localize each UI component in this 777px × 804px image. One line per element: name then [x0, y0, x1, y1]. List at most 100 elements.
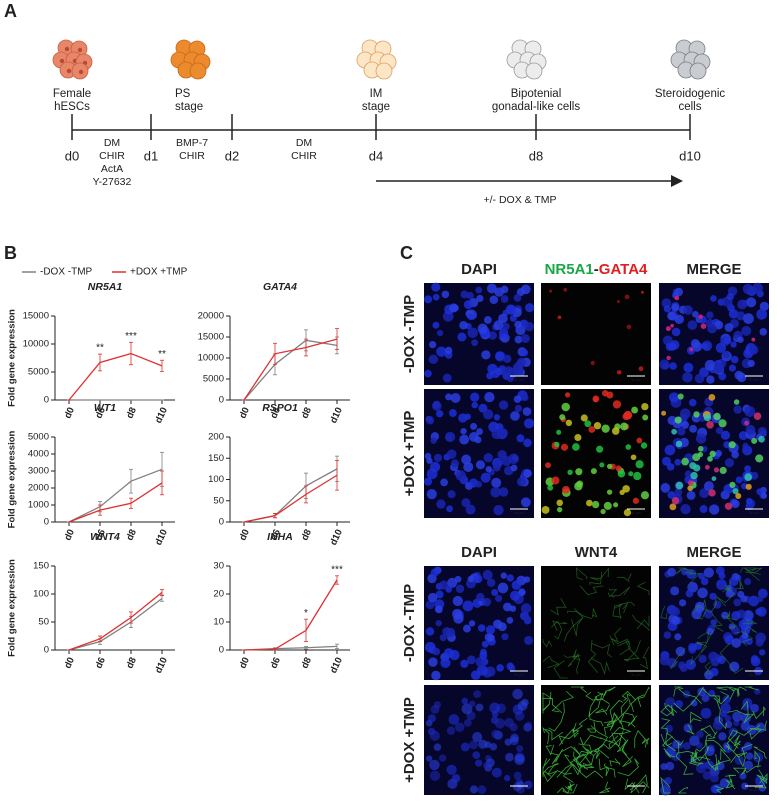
nucleus [734, 370, 744, 380]
fiber [692, 605, 701, 614]
nucleus [665, 761, 675, 771]
nucleus [506, 617, 514, 624]
nucleus [520, 497, 531, 508]
fiber [578, 737, 584, 745]
nucleus [698, 314, 703, 319]
nucleus [475, 460, 486, 470]
nucleus [712, 719, 724, 731]
nucleus [492, 463, 501, 472]
x-tick-label: d8 [124, 656, 139, 671]
y-tick-label: 0 [44, 645, 49, 656]
nucleus [463, 300, 473, 310]
nucleus [523, 438, 532, 448]
nucleus [453, 613, 464, 624]
fiber [753, 746, 768, 759]
series-line [68, 591, 163, 651]
y-tick-label: 10 [213, 617, 224, 628]
nucleus [725, 589, 734, 598]
scale-bar-label: 50 µm [631, 788, 641, 792]
y-tick-label: 15000 [23, 311, 49, 322]
nucleus [600, 508, 606, 515]
nucleus [471, 401, 478, 409]
nucleus [750, 703, 759, 713]
scale-bar-label: 50 µm [631, 378, 641, 382]
fiber [738, 743, 753, 768]
nucleus [706, 311, 714, 319]
y-axis-label: Fold gene expression [7, 309, 18, 407]
nucleus [484, 391, 495, 403]
fiber [735, 631, 754, 647]
nucleus [559, 414, 566, 421]
nucleus [701, 694, 710, 702]
nucleus [497, 582, 509, 594]
nucleus [730, 355, 739, 364]
column-header: DAPI [461, 544, 497, 561]
nucleus [667, 415, 677, 425]
nucleus [466, 655, 476, 665]
panel-label: B [4, 243, 17, 263]
fiber [660, 605, 668, 619]
fiber [704, 753, 718, 772]
x-tick-label: d10 [153, 528, 170, 547]
nucleus [473, 574, 483, 584]
nucleus [624, 294, 630, 300]
nucleus [668, 392, 680, 403]
x-tick-label: d0 [62, 656, 77, 671]
stage-label: Steroidogenic [655, 88, 726, 100]
nucleus [745, 424, 756, 435]
nucleus [500, 572, 507, 579]
nucleus [660, 763, 668, 771]
fiber [699, 597, 717, 613]
nucleus [471, 339, 479, 347]
nucleus [704, 359, 716, 371]
fiber [575, 652, 580, 674]
scale-bar-label: 50 µm [631, 673, 641, 677]
nucleus [682, 690, 691, 698]
fiber [715, 584, 736, 607]
nucleus [524, 635, 534, 645]
scale-bar-label: 50 µm [514, 673, 524, 677]
fiber [675, 567, 694, 575]
nucleus [708, 393, 716, 401]
nucleus [706, 420, 714, 429]
nucleus [616, 300, 620, 304]
nucleus [445, 586, 452, 593]
nucleus [690, 699, 698, 707]
nucleus [430, 568, 439, 577]
scale-bar-label: 50 µm [514, 788, 524, 792]
nucleus [497, 450, 507, 460]
fiber [563, 764, 582, 783]
nucleus [758, 435, 765, 443]
nucleus [445, 431, 456, 442]
nucleus [470, 422, 478, 430]
nucleus [449, 649, 460, 661]
y-tick-label: 5000 [28, 367, 49, 378]
fiber [603, 763, 610, 777]
nucleus [475, 703, 484, 712]
nucleus [457, 332, 467, 342]
nucleus [435, 619, 442, 627]
x-tick-label: d8 [124, 406, 139, 421]
fiber [716, 700, 727, 730]
nucleus [590, 360, 595, 366]
nucleus [759, 328, 768, 336]
nucleus [491, 710, 499, 718]
nucleus [700, 323, 707, 329]
nucleus [750, 471, 759, 480]
fiber [579, 585, 604, 596]
nucleus [715, 449, 723, 457]
significance: ** [96, 343, 104, 354]
header-part: - [594, 261, 599, 278]
fiber [623, 712, 636, 728]
y-tick-label: 0 [44, 395, 49, 406]
cell-icon [375, 62, 393, 80]
nucleus [750, 656, 761, 667]
y-tick-label: 5000 [28, 432, 49, 443]
fiber [725, 779, 736, 790]
nucleus [489, 295, 499, 304]
nucleus [683, 742, 691, 750]
nucleus [445, 393, 453, 401]
nucleus [504, 738, 512, 746]
nucleus [516, 434, 525, 443]
nucleus [719, 778, 730, 789]
